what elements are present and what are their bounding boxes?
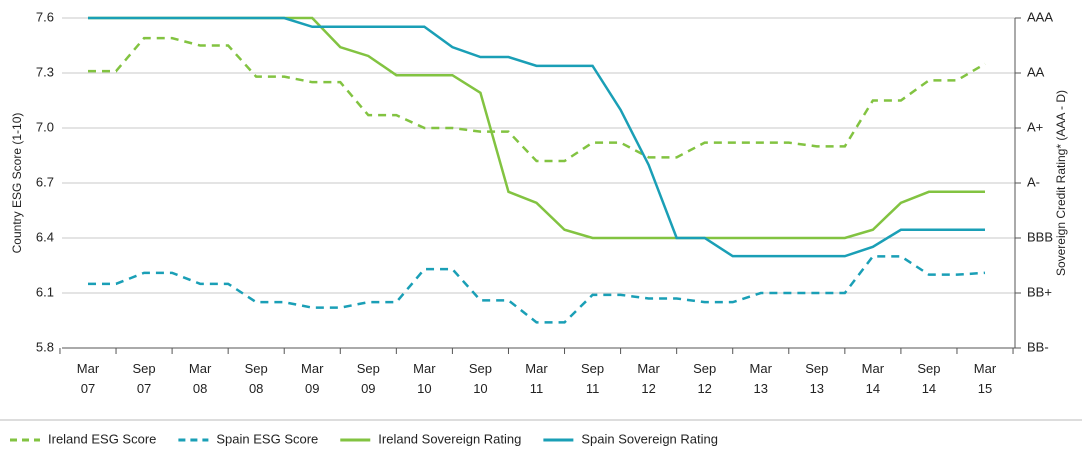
x-tick-label: Mar 13 [750,361,773,396]
y2-tick-label: A- [1027,174,1040,189]
x-tick-label: Mar 09 [301,361,324,396]
y2-tick-label: A+ [1027,119,1043,134]
y-tick-label: 7.0 [36,119,54,134]
x-tick-label: Mar 14 [862,361,885,396]
y-axis-label: Country ESG Score (1-10) [10,113,24,254]
series-line [88,36,986,163]
y2-axis-label: Sovereign Credit Rating* (AAA - D) [1054,90,1068,276]
x-tick-label: Sep 13 [805,361,828,396]
x-tick-label: Mar 12 [637,361,660,396]
x-tick-label: Mar 10 [413,361,436,396]
y-tick-label: 6.7 [36,174,54,189]
legend-label: Spain ESG Score [216,431,318,446]
y2-tick-label: BB- [1027,339,1049,354]
y2-tick-label: AAA [1027,9,1053,24]
x-tick-label: Mar 11 [525,361,548,396]
legend-label: Spain Sovereign Rating [581,431,718,446]
x-tick-label: Mar 07 [77,361,100,396]
x-tick-label: Mar 15 [974,361,997,396]
x-tick-label: Sep 07 [132,361,155,396]
legend-label: Ireland ESG Score [48,431,156,446]
y-tick-label: 6.4 [36,229,54,244]
x-tick-label: Sep 08 [245,361,268,396]
y2-tick-label: BBB [1027,229,1053,244]
x-tick-label: Mar 08 [189,361,212,396]
legend-label: Ireland Sovereign Rating [378,431,521,446]
x-tick-label: Sep 14 [917,361,940,396]
y-tick-label: 5.8 [36,339,54,354]
series-line [88,255,986,324]
x-tick-label: Sep 12 [693,361,716,396]
x-tick-label: Sep 11 [581,361,604,396]
y-tick-label: 7.6 [36,9,54,24]
y2-tick-label: BB+ [1027,284,1052,299]
y-tick-label: 7.3 [36,64,54,79]
y2-tick-label: AA [1027,64,1045,79]
x-tick-label: Sep 09 [357,361,380,396]
y-tick-label: 6.1 [36,284,54,299]
x-tick-label: Sep 10 [469,361,492,396]
series-line [88,16,985,258]
